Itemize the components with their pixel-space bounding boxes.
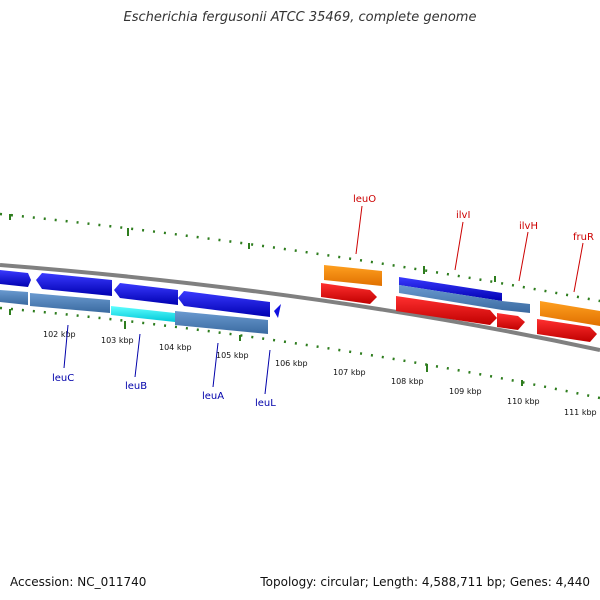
scale-label: 103 kbp xyxy=(101,336,134,345)
gene-label-leuC: leuC xyxy=(52,373,74,384)
gene-bar-3 xyxy=(111,306,175,322)
scale-labels: 102 kbp 103 kbp 104 kbp 105 kbp 106 kbp … xyxy=(43,330,597,417)
cds-arrow-3 xyxy=(396,296,497,325)
forward-strand-features xyxy=(321,265,600,342)
scale-label: 104 kbp xyxy=(159,343,192,352)
gene-label-leuL: leuL xyxy=(255,398,276,409)
cds-arrow-5 xyxy=(537,319,597,342)
gene-label-ilvH: ilvH xyxy=(519,221,538,232)
accession-label: Accession: NC_011740 xyxy=(10,575,147,589)
reverse-gene-labels: leuC leuB leuA leuL xyxy=(52,324,276,409)
gene-label-leuA: leuA xyxy=(202,391,224,402)
scale-label: 102 kbp xyxy=(43,330,76,339)
scale-label: 111 kbp xyxy=(564,408,597,417)
gene-bar-5 xyxy=(324,265,382,286)
forward-gene-labels: leuO ilvI ilvH fruR xyxy=(353,194,594,293)
gene-bar-7 xyxy=(540,301,600,326)
gene-label-ilvI: ilvI xyxy=(456,210,470,221)
gene-label-leuO: leuO xyxy=(353,194,376,205)
gene-bar-2 xyxy=(30,293,110,313)
gene-bar-4 xyxy=(175,311,268,334)
genome-title: Escherichia fergusonii ATCC 35469, compl… xyxy=(123,10,477,25)
gene-arrow-2 xyxy=(36,273,112,296)
gene-bar-6 xyxy=(399,285,530,313)
scale-label: 106 kbp xyxy=(275,359,308,368)
inner-tick-marks xyxy=(9,309,523,386)
cds-arrow-4 xyxy=(497,313,525,330)
gene-arrow-1 xyxy=(0,270,31,287)
reverse-strand-features xyxy=(0,270,281,334)
cds-arrow-2 xyxy=(399,277,502,301)
genome-summary: Topology: circular; Length: 4,588,711 bp… xyxy=(260,575,590,589)
outer-tick-track xyxy=(9,214,496,282)
genome-backbone xyxy=(0,263,600,352)
scale-label: 108 kbp xyxy=(391,377,424,386)
gene-label-fruR: fruR xyxy=(573,232,594,243)
scale-label: 110 kbp xyxy=(507,397,540,406)
gene-bar-1 xyxy=(0,290,28,305)
scale-label: 109 kbp xyxy=(449,387,482,396)
gene-arrow-4 xyxy=(178,291,270,317)
cds-arrow-1 xyxy=(321,283,377,304)
gene-label-leuB: leuB xyxy=(125,381,147,392)
gene-arrow-5 xyxy=(274,304,281,318)
gene-arrow-3 xyxy=(114,283,178,305)
scale-label: 107 kbp xyxy=(333,368,366,377)
scale-label: 105 kbp xyxy=(216,351,249,360)
